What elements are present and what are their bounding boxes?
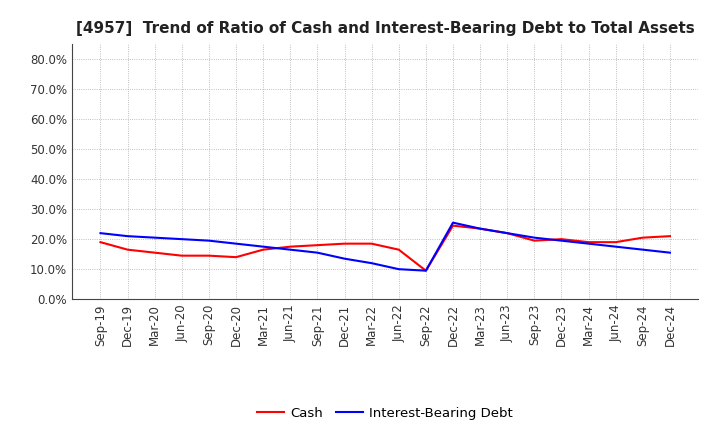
Interest-Bearing Debt bbox=[530, 235, 539, 240]
Cash bbox=[313, 242, 322, 248]
Cash bbox=[665, 234, 674, 239]
Line: Cash: Cash bbox=[101, 226, 670, 271]
Cash bbox=[232, 254, 240, 260]
Interest-Bearing Debt bbox=[123, 234, 132, 239]
Interest-Bearing Debt bbox=[584, 241, 593, 246]
Interest-Bearing Debt bbox=[313, 250, 322, 255]
Interest-Bearing Debt bbox=[204, 238, 213, 243]
Cash bbox=[449, 223, 457, 228]
Cash bbox=[530, 238, 539, 243]
Cash bbox=[286, 244, 294, 249]
Cash bbox=[476, 226, 485, 231]
Cash bbox=[341, 241, 349, 246]
Cash bbox=[584, 239, 593, 245]
Interest-Bearing Debt bbox=[96, 231, 105, 236]
Cash bbox=[150, 250, 159, 255]
Cash bbox=[611, 239, 620, 245]
Interest-Bearing Debt bbox=[503, 231, 511, 236]
Interest-Bearing Debt bbox=[286, 247, 294, 252]
Interest-Bearing Debt bbox=[476, 226, 485, 231]
Cash bbox=[123, 247, 132, 252]
Interest-Bearing Debt bbox=[150, 235, 159, 240]
Interest-Bearing Debt bbox=[449, 220, 457, 225]
Interest-Bearing Debt bbox=[557, 238, 566, 243]
Interest-Bearing Debt bbox=[395, 267, 403, 272]
Cash bbox=[557, 237, 566, 242]
Cash bbox=[421, 268, 430, 273]
Interest-Bearing Debt bbox=[232, 241, 240, 246]
Title: [4957]  Trend of Ratio of Cash and Interest-Bearing Debt to Total Assets: [4957] Trend of Ratio of Cash and Intere… bbox=[76, 21, 695, 36]
Line: Interest-Bearing Debt: Interest-Bearing Debt bbox=[101, 223, 670, 271]
Cash bbox=[178, 253, 186, 258]
Interest-Bearing Debt bbox=[367, 260, 376, 266]
Interest-Bearing Debt bbox=[341, 256, 349, 261]
Cash bbox=[204, 253, 213, 258]
Interest-Bearing Debt bbox=[259, 244, 268, 249]
Interest-Bearing Debt bbox=[611, 244, 620, 249]
Cash bbox=[639, 235, 647, 240]
Cash bbox=[503, 231, 511, 236]
Cash bbox=[395, 247, 403, 252]
Legend: Cash, Interest-Bearing Debt: Cash, Interest-Bearing Debt bbox=[252, 402, 518, 425]
Interest-Bearing Debt bbox=[665, 250, 674, 255]
Interest-Bearing Debt bbox=[178, 237, 186, 242]
Cash bbox=[367, 241, 376, 246]
Interest-Bearing Debt bbox=[639, 247, 647, 252]
Interest-Bearing Debt bbox=[421, 268, 430, 273]
Cash bbox=[259, 247, 268, 252]
Cash bbox=[96, 239, 105, 245]
